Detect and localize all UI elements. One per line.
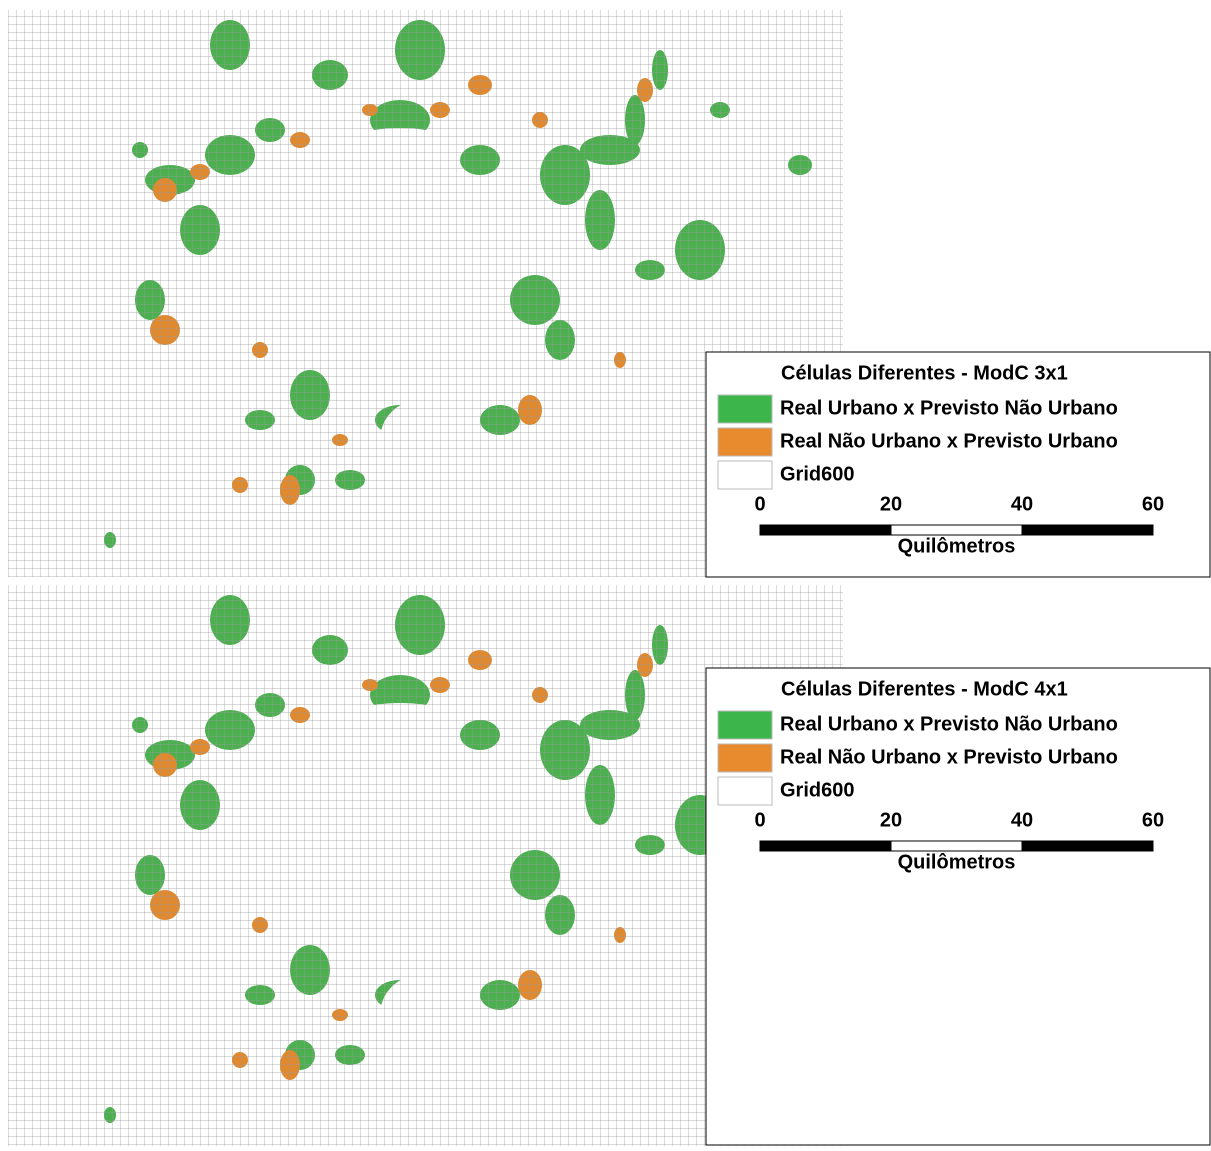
scale-unit: Quilômetros <box>898 851 1016 873</box>
legend-swatch <box>718 711 772 739</box>
legend-label: Real Urbano x Previsto Não Urbano <box>780 397 1118 419</box>
scale-segment <box>760 525 891 535</box>
scale-segment <box>760 841 891 851</box>
scale-unit: Quilômetros <box>898 535 1016 557</box>
scale-segment <box>891 841 1022 851</box>
legend-swatch <box>718 428 772 456</box>
scale-segment <box>891 525 1022 535</box>
scale-label: 20 <box>880 809 902 831</box>
legend-label: Real Não Urbano x Previsto Urbano <box>780 746 1118 768</box>
legend-label: Real Não Urbano x Previsto Urbano <box>780 430 1118 452</box>
legend-label: Grid600 <box>780 463 854 485</box>
legend-swatch <box>718 395 772 423</box>
legend-label: Real Urbano x Previsto Não Urbano <box>780 713 1118 735</box>
scale-label: 40 <box>1011 809 1033 831</box>
legend-swatch <box>718 461 772 489</box>
scale-label: 20 <box>880 493 902 515</box>
scale-label: 0 <box>754 493 765 515</box>
legend: Células Diferentes - ModC 4x1 Real Urbano… <box>706 668 1210 1145</box>
map-page: Células Diferentes - ModC 3x1 Real Urbano… <box>0 0 1211 1146</box>
legend-title: Células Diferentes - ModC 3x1 <box>781 362 1068 384</box>
scale-label: 60 <box>1142 809 1164 831</box>
legend-swatch <box>718 744 772 772</box>
scale-label: 60 <box>1142 493 1164 515</box>
legend-box <box>706 668 1210 1145</box>
scale-segment <box>1022 841 1153 851</box>
legend-swatch <box>718 777 772 805</box>
scale-segment <box>1022 525 1153 535</box>
legend-label: Grid600 <box>780 779 854 801</box>
legend-title: Células Diferentes - ModC 4x1 <box>781 678 1068 700</box>
scale-label: 0 <box>754 809 765 831</box>
legend: Células Diferentes - ModC 3x1 Real Urbano… <box>706 352 1210 577</box>
scale-label: 40 <box>1011 493 1033 515</box>
